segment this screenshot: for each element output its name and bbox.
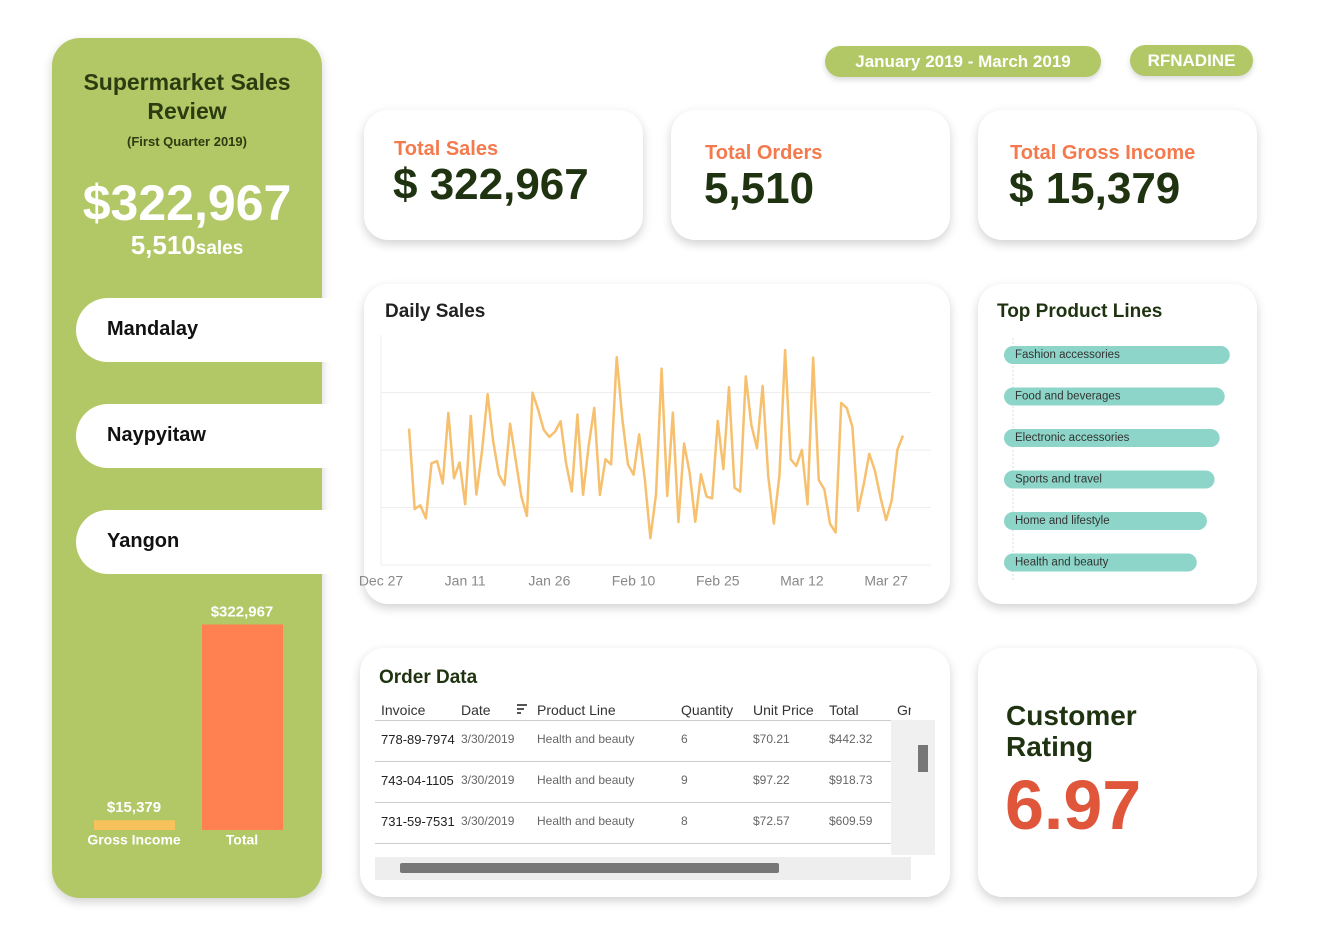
table-cell: $70.21: [753, 732, 790, 746]
date-range: January 2019 - March 2019: [825, 46, 1101, 77]
v-scroll-track: [891, 720, 935, 855]
table-cell: 3/30/2019: [461, 732, 515, 746]
orders-unit: sales: [195, 238, 244, 259]
city-tab[interactable]: Yangon: [76, 510, 336, 574]
chart-title: Daily Sales: [385, 301, 486, 322]
x-tick-label: Feb 25: [696, 573, 740, 589]
bar-label: Electronic accessories: [1015, 432, 1130, 444]
bar-label: Food and beverages: [1015, 391, 1121, 403]
bar-label: Home and lifestyle: [1015, 515, 1110, 527]
x-tick-label: Jan 26: [528, 573, 570, 589]
city-name: Mandalay: [107, 318, 199, 340]
kpi-card: [364, 110, 643, 240]
table-cell: 9: [681, 773, 688, 787]
kpi-label: Total Gross Income: [1010, 142, 1196, 164]
table-cell: $97.22: [753, 773, 790, 787]
table-cell: 8: [681, 814, 688, 828]
v-scroll-thumb[interactable]: [918, 745, 928, 772]
x-tick-label: Jan 11: [445, 573, 486, 589]
table-cell: 778-89-7974: [381, 732, 455, 747]
city-tab[interactable]: Mandalay: [76, 298, 336, 362]
sales-line: [407, 348, 905, 540]
bar: [202, 624, 283, 830]
table-cell: 6: [681, 732, 688, 746]
rating-card: [978, 648, 1257, 897]
column-header: Product Line: [537, 702, 616, 718]
column-header: Total: [829, 702, 859, 718]
bar: [1004, 553, 1197, 572]
kpi-card: [978, 110, 1257, 240]
table-cell: 743-04-1105: [381, 773, 454, 788]
rating-label: Customer Rating: [1006, 700, 1137, 762]
bar-label: Fashion accessories: [1015, 349, 1120, 361]
row-separator: [375, 720, 911, 721]
city-name: Naypyitaw: [107, 424, 206, 446]
value-label: $15,379: [107, 799, 161, 816]
x-tick-label: Mar 12: [780, 573, 824, 589]
table-cell: Health and beauty: [537, 732, 635, 746]
kpi-value: 5,510: [704, 164, 815, 213]
city-name: Yangon: [107, 530, 180, 552]
column-header: Gross Income: [897, 702, 911, 718]
chart-title: Top Product Lines: [997, 301, 1163, 322]
row-separator: [375, 761, 911, 762]
row-separator: [375, 802, 911, 803]
kpi-card: [671, 110, 950, 240]
table-cell: $609.59: [829, 814, 873, 828]
table-cell: 3/30/2019: [461, 773, 515, 787]
column-header: Date: [461, 702, 491, 718]
row-separator: [375, 843, 911, 844]
rating-value: 6.97: [1005, 766, 1142, 844]
column-header: Quantity: [681, 702, 734, 718]
bar-label: Sports and travel: [1015, 474, 1102, 486]
table-title: Order Data: [379, 667, 478, 688]
x-tick-label: Feb 10: [612, 573, 656, 589]
sidebar-total: $322,967: [82, 175, 292, 231]
table-cell: $442.32: [829, 732, 873, 746]
bar: [1004, 346, 1230, 364]
kpi-value: $ 15,379: [1009, 164, 1181, 213]
table-cell: $918.73: [829, 773, 873, 787]
value-label: $322,967: [211, 603, 274, 620]
user-badge: RFNADINE: [1130, 45, 1253, 76]
sort-icon: [517, 704, 527, 716]
table-cell: 731-59-7531: [381, 814, 455, 829]
sidebar-subtitle: (First Quarter 2019): [127, 134, 247, 149]
city-tab[interactable]: Naypyitaw: [76, 404, 336, 468]
table-cell: Health and beauty: [537, 773, 635, 787]
order-card: [360, 648, 950, 897]
x-tick-label: Dec 27: [359, 573, 404, 589]
column-header: Invoice: [381, 702, 426, 718]
kpi-value: $ 322,967: [393, 160, 589, 209]
bar-label: Health and beauty: [1015, 557, 1109, 569]
bar: [1004, 429, 1220, 447]
kpi-label: Total Sales: [394, 138, 499, 160]
bar: [1004, 512, 1207, 530]
bar: [1004, 387, 1225, 406]
orders-value: 5,510: [130, 230, 196, 260]
x-tick-label: Mar 27: [864, 573, 908, 589]
table-cell: $72.57: [753, 814, 790, 828]
table-cell: Health and beauty: [537, 814, 635, 828]
category-label: Gross Income: [87, 832, 181, 848]
table-cell: 3/30/2019: [461, 814, 515, 828]
column-header: Unit Price: [753, 702, 814, 718]
category-label: Total: [226, 832, 258, 848]
bar: [1004, 470, 1215, 489]
sidebar-title: Supermarket Sales Review: [83, 69, 291, 124]
h-scroll-thumb[interactable]: [400, 863, 779, 873]
kpi-label: Total Orders: [705, 142, 823, 164]
sidebar-orders: 5,510sales: [52, 230, 322, 261]
bar: [94, 820, 175, 830]
